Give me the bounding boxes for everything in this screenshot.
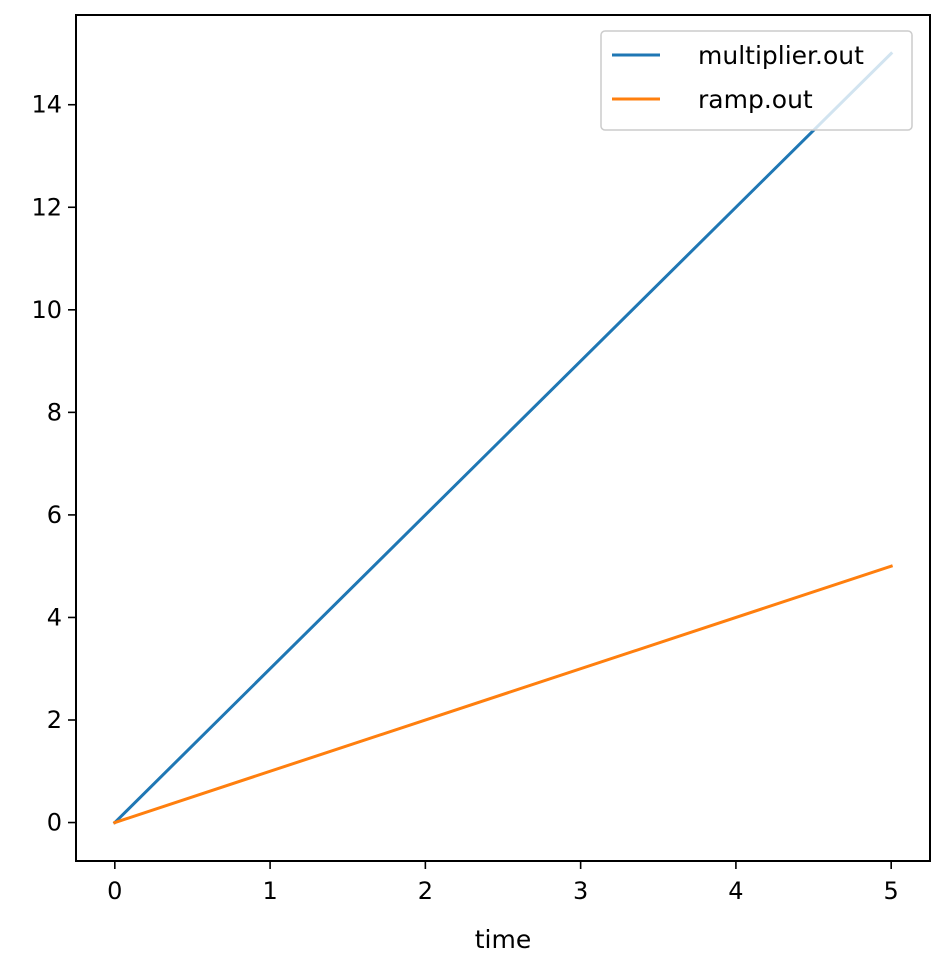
y-tick-label: 0 — [47, 809, 62, 837]
y-axis: 0 2 4 6 8 10 12 14 — [31, 91, 76, 837]
legend-items: multiplier.out ramp.out — [612, 41, 864, 114]
x-tick-label: 4 — [728, 877, 743, 905]
y-tick-label: 4 — [47, 603, 62, 631]
x-tick-label: 3 — [573, 877, 588, 905]
x-tick-label: 5 — [884, 877, 899, 905]
legend-label-0: multiplier.out — [698, 41, 864, 70]
y-tick-label: 2 — [47, 706, 62, 734]
x-tick-label: 0 — [107, 877, 122, 905]
y-tick-label: 12 — [31, 193, 62, 221]
y-tick-label: 6 — [47, 501, 62, 529]
legend-box — [600, 30, 913, 131]
plot-frame — [75, 14, 931, 862]
x-axis-label: time — [475, 925, 531, 954]
x-tick-label: 2 — [418, 877, 433, 905]
y-tick-label: 10 — [31, 296, 62, 324]
y-tick-label: 14 — [31, 91, 62, 119]
series-layer — [112, 51, 894, 825]
series-line-1 — [112, 564, 894, 825]
y-tick-label: 8 — [47, 398, 62, 426]
x-axis: 0 1 2 3 4 5 — [107, 861, 899, 905]
series-line-0 — [112, 51, 894, 825]
legend-label-1: ramp.out — [698, 85, 813, 114]
legend: multiplier.out ramp.out — [600, 30, 913, 131]
x-tick-label: 1 — [262, 877, 277, 905]
